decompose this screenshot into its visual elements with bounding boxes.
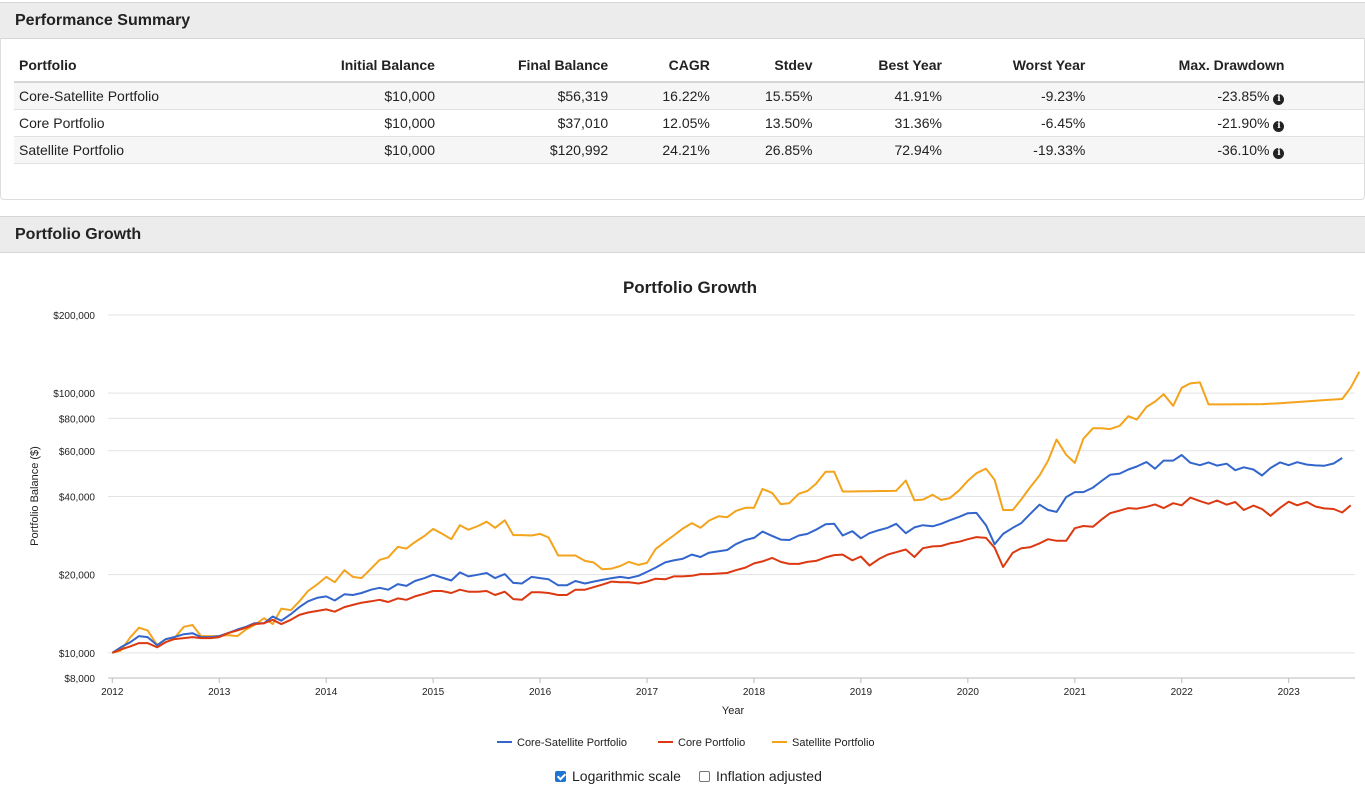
x-axis-label: Year — [722, 705, 745, 717]
performance-summary-table: Portfolio Initial Balance Final Balance … — [14, 55, 1364, 164]
cell-spacer — [1284, 136, 1364, 164]
series-line-2 — [112, 371, 1361, 654]
series-line-0 — [111, 454, 1343, 654]
cell-initial-balance: $10,000 — [218, 82, 435, 110]
chart-series — [111, 371, 1361, 654]
table-row: Core Portfolio $10,000 $37,010 12.05% 13… — [14, 109, 1364, 137]
cell-best-year: 72.94% — [812, 136, 942, 164]
chart-legend: Core-Satellite Portfolio Core Portfolio … — [497, 737, 875, 749]
portfolio-growth-header: Portfolio Growth — [0, 216, 1365, 253]
legend-core[interactable]: Core Portfolio — [678, 737, 745, 749]
cell-spacer — [1284, 82, 1364, 110]
chart-title: Portfolio Growth — [623, 278, 757, 297]
log-scale-checkbox[interactable] — [555, 771, 566, 782]
x-axis-ticks: 2012 2013 2014 2015 2016 2017 2018 2019 2020 2021… — [101, 678, 1300, 698]
cell-max-drawdown: -23.85% i — [1085, 82, 1285, 110]
col-max-drawdown: Max. Drawdown — [1085, 55, 1285, 83]
col-portfolio: Portfolio — [14, 55, 219, 83]
cell-stdev: 26.85% — [709, 136, 813, 164]
performance-summary-header: Performance Summary — [0, 2, 1365, 39]
x-tick-label: 2016 — [529, 687, 552, 698]
max-drawdown-value: -21.90% — [1217, 114, 1270, 131]
y-tick-label: $20,000 — [59, 571, 96, 582]
cell-portfolio: Satellite Portfolio — [14, 136, 219, 164]
inflation-option[interactable]: Inflation adjusted — [699, 768, 822, 784]
x-tick-label: 2014 — [315, 687, 338, 698]
info-icon[interactable]: i — [1273, 93, 1285, 105]
series-line-1 — [111, 496, 1352, 654]
x-tick-label: 2020 — [957, 687, 980, 698]
y-tick-label: $10,000 — [59, 649, 96, 660]
max-drawdown-value: -36.10% — [1217, 141, 1270, 158]
x-tick-label: 2018 — [743, 687, 766, 698]
table-header-row: Portfolio Initial Balance Final Balance … — [14, 55, 1364, 83]
cell-max-drawdown: -36.10% i — [1085, 136, 1285, 164]
x-tick-label: 2022 — [1171, 687, 1194, 698]
portfolio-growth-title: Portfolio Growth — [15, 226, 142, 243]
col-worst-year: Worst Year — [941, 55, 1086, 83]
log-scale-label: Logarithmic scale — [572, 768, 681, 784]
log-scale-option[interactable]: Logarithmic scale — [555, 768, 681, 784]
y-tick-label: $8,000 — [64, 674, 95, 685]
cell-portfolio: Core-Satellite Portfolio — [14, 82, 219, 110]
table-row: Core-Satellite Portfolio $10,000 $56,319… — [14, 82, 1364, 110]
legend-core-satellite[interactable]: Core-Satellite Portfolio — [517, 737, 627, 749]
col-best-year: Best Year — [812, 55, 942, 83]
y-tick-label: $200,000 — [53, 311, 95, 322]
inflation-label: Inflation adjusted — [716, 768, 822, 784]
cell-initial-balance: $10,000 — [218, 136, 435, 164]
info-icon[interactable]: i — [1273, 147, 1285, 159]
col-cagr: CAGR — [608, 55, 710, 83]
cell-stdev: 15.55% — [709, 82, 813, 110]
cell-worst-year: -19.33% — [941, 136, 1086, 164]
x-tick-label: 2015 — [422, 687, 445, 698]
col-initial-balance: Initial Balance — [218, 55, 435, 83]
cell-final-balance: $56,319 — [434, 82, 609, 110]
x-tick-label: 2017 — [636, 687, 659, 698]
cell-cagr: 24.21% — [608, 136, 710, 164]
cell-final-balance: $120,992 — [434, 136, 609, 164]
cell-initial-balance: $10,000 — [218, 109, 435, 137]
y-tick-label: $80,000 — [59, 414, 96, 425]
y-tick-label: $100,000 — [53, 389, 95, 400]
performance-summary-title: Performance Summary — [15, 12, 191, 29]
y-axis-ticks: $8,000 $10,000 $20,000 $40,000 $60,000 $80,00… — [53, 311, 95, 685]
legend-satellite[interactable]: Satellite Portfolio — [792, 737, 875, 749]
y-tick-label: $40,000 — [59, 493, 96, 504]
max-drawdown-value: -23.85% — [1217, 87, 1270, 104]
table-row: Satellite Portfolio $10,000 $120,992 24.… — [14, 136, 1364, 164]
y-axis-label: Portfolio Balance ($) — [29, 446, 41, 546]
x-tick-label: 2021 — [1064, 687, 1087, 698]
x-tick-label: 2023 — [1278, 687, 1301, 698]
cell-best-year: 31.36% — [812, 109, 942, 137]
cell-best-year: 41.91% — [812, 82, 942, 110]
cell-spacer — [1284, 109, 1364, 137]
cell-stdev: 13.50% — [709, 109, 813, 137]
cell-final-balance: $37,010 — [434, 109, 609, 137]
y-tick-label: $60,000 — [59, 447, 96, 458]
info-icon[interactable]: i — [1273, 120, 1285, 132]
col-final-balance: Final Balance — [434, 55, 609, 83]
x-tick-label: 2013 — [208, 687, 231, 698]
cell-cagr: 16.22% — [608, 82, 710, 110]
cell-worst-year: -9.23% — [941, 82, 1086, 110]
portfolio-growth-chart: Portfolio Growth $8,000 $10,000 $20,000 $40… — [29, 278, 1361, 749]
inflation-checkbox[interactable] — [699, 771, 710, 782]
col-spacer — [1284, 55, 1364, 83]
cell-max-drawdown: -21.90% i — [1085, 109, 1285, 137]
x-tick-label: 2012 — [101, 687, 124, 698]
col-stdev: Stdev — [709, 55, 813, 83]
cell-worst-year: -6.45% — [941, 109, 1086, 137]
x-tick-label: 2019 — [850, 687, 873, 698]
cell-cagr: 12.05% — [608, 109, 710, 137]
cell-portfolio: Core Portfolio — [14, 109, 219, 137]
chart-gridlines — [108, 314, 1355, 679]
